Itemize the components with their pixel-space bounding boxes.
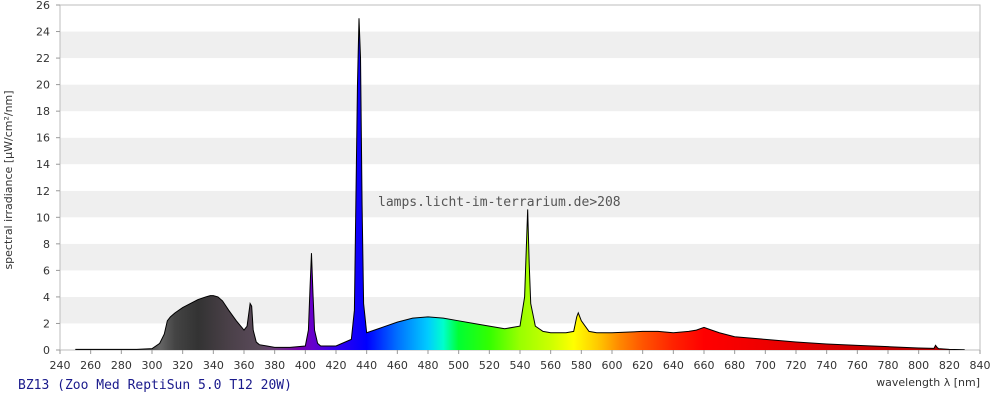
- x-tick-label: 280: [111, 359, 132, 372]
- grid-bands: [60, 5, 980, 350]
- x-axis-title: wavelength λ [nm]: [876, 376, 980, 389]
- x-tick-label: 680: [724, 359, 745, 372]
- x-tick-label: 380: [264, 359, 285, 372]
- x-tick-label: 460: [387, 359, 408, 372]
- chart-caption: BZ13 (Zoo Med ReptiSun 5.0 T12 20W): [18, 378, 292, 393]
- y-tick-label: 10: [36, 211, 50, 224]
- x-tick-label: 360: [234, 359, 255, 372]
- x-tick-label: 720: [786, 359, 807, 372]
- grid-band: [60, 84, 980, 112]
- x-tick-label: 820: [939, 359, 960, 372]
- x-tick-label: 660: [694, 359, 715, 372]
- grid-band: [60, 111, 980, 138]
- y-tick-label: 4: [43, 291, 50, 304]
- x-tick-label: 740: [816, 359, 837, 372]
- x-axis-ticks: 240 260 280 300 320 340 360 380 400 420 440 460 480 5…: [50, 350, 991, 372]
- y-tick-label: 12: [36, 185, 50, 198]
- grid-band: [60, 5, 980, 32]
- x-tick-label: 340: [203, 359, 224, 372]
- y-tick-label: 18: [36, 105, 50, 118]
- x-tick-label: 700: [755, 359, 776, 372]
- x-tick-label: 760: [847, 359, 868, 372]
- spectrum-line: [75, 18, 965, 350]
- x-tick-label: 540: [510, 359, 531, 372]
- series-layer: [75, 18, 965, 350]
- x-tick-label: 260: [80, 359, 101, 372]
- x-tick-label: 780: [878, 359, 899, 372]
- x-tick-label: 300: [142, 359, 163, 372]
- grid-band: [60, 217, 980, 244]
- y-tick-label: 0: [43, 344, 50, 357]
- grid-band: [60, 243, 980, 271]
- x-tick-label: 320: [172, 359, 193, 372]
- y-tick-label: 16: [36, 132, 50, 145]
- y-tick-label: 24: [36, 26, 50, 39]
- grid-band: [60, 137, 980, 165]
- y-tick-label: 8: [43, 238, 50, 251]
- x-tick-label: 800: [908, 359, 929, 372]
- grid-band: [60, 164, 980, 191]
- x-tick-label: 500: [448, 359, 469, 372]
- y-axis-title: spectral irradiance [µW/cm²/nm]: [2, 90, 15, 269]
- x-tick-label: 400: [295, 359, 316, 372]
- grid-band: [60, 270, 980, 297]
- x-tick-label: 440: [356, 359, 377, 372]
- x-tick-label: 480: [418, 359, 439, 372]
- y-tick-label: 22: [36, 52, 50, 65]
- x-tick-label: 600: [602, 359, 623, 372]
- y-tick-label: 26: [36, 0, 50, 12]
- x-tick-label: 640: [663, 359, 684, 372]
- grid-band: [60, 190, 980, 218]
- x-tick-label: 580: [571, 359, 592, 372]
- x-tick-label: 420: [326, 359, 347, 372]
- x-tick-label: 560: [540, 359, 561, 372]
- watermark-text: lamps.licht-im-terrarium.de>208: [378, 195, 621, 210]
- grid-band: [60, 58, 980, 85]
- y-tick-label: 20: [36, 79, 50, 92]
- y-tick-label: 2: [43, 317, 50, 330]
- x-tick-label: 240: [50, 359, 71, 372]
- x-tick-label: 620: [632, 359, 653, 372]
- x-tick-label: 840: [970, 359, 991, 372]
- x-tick-label: 520: [479, 359, 500, 372]
- grid-band: [60, 31, 980, 59]
- y-tick-label: 14: [36, 158, 50, 171]
- y-tick-label: 6: [43, 264, 50, 277]
